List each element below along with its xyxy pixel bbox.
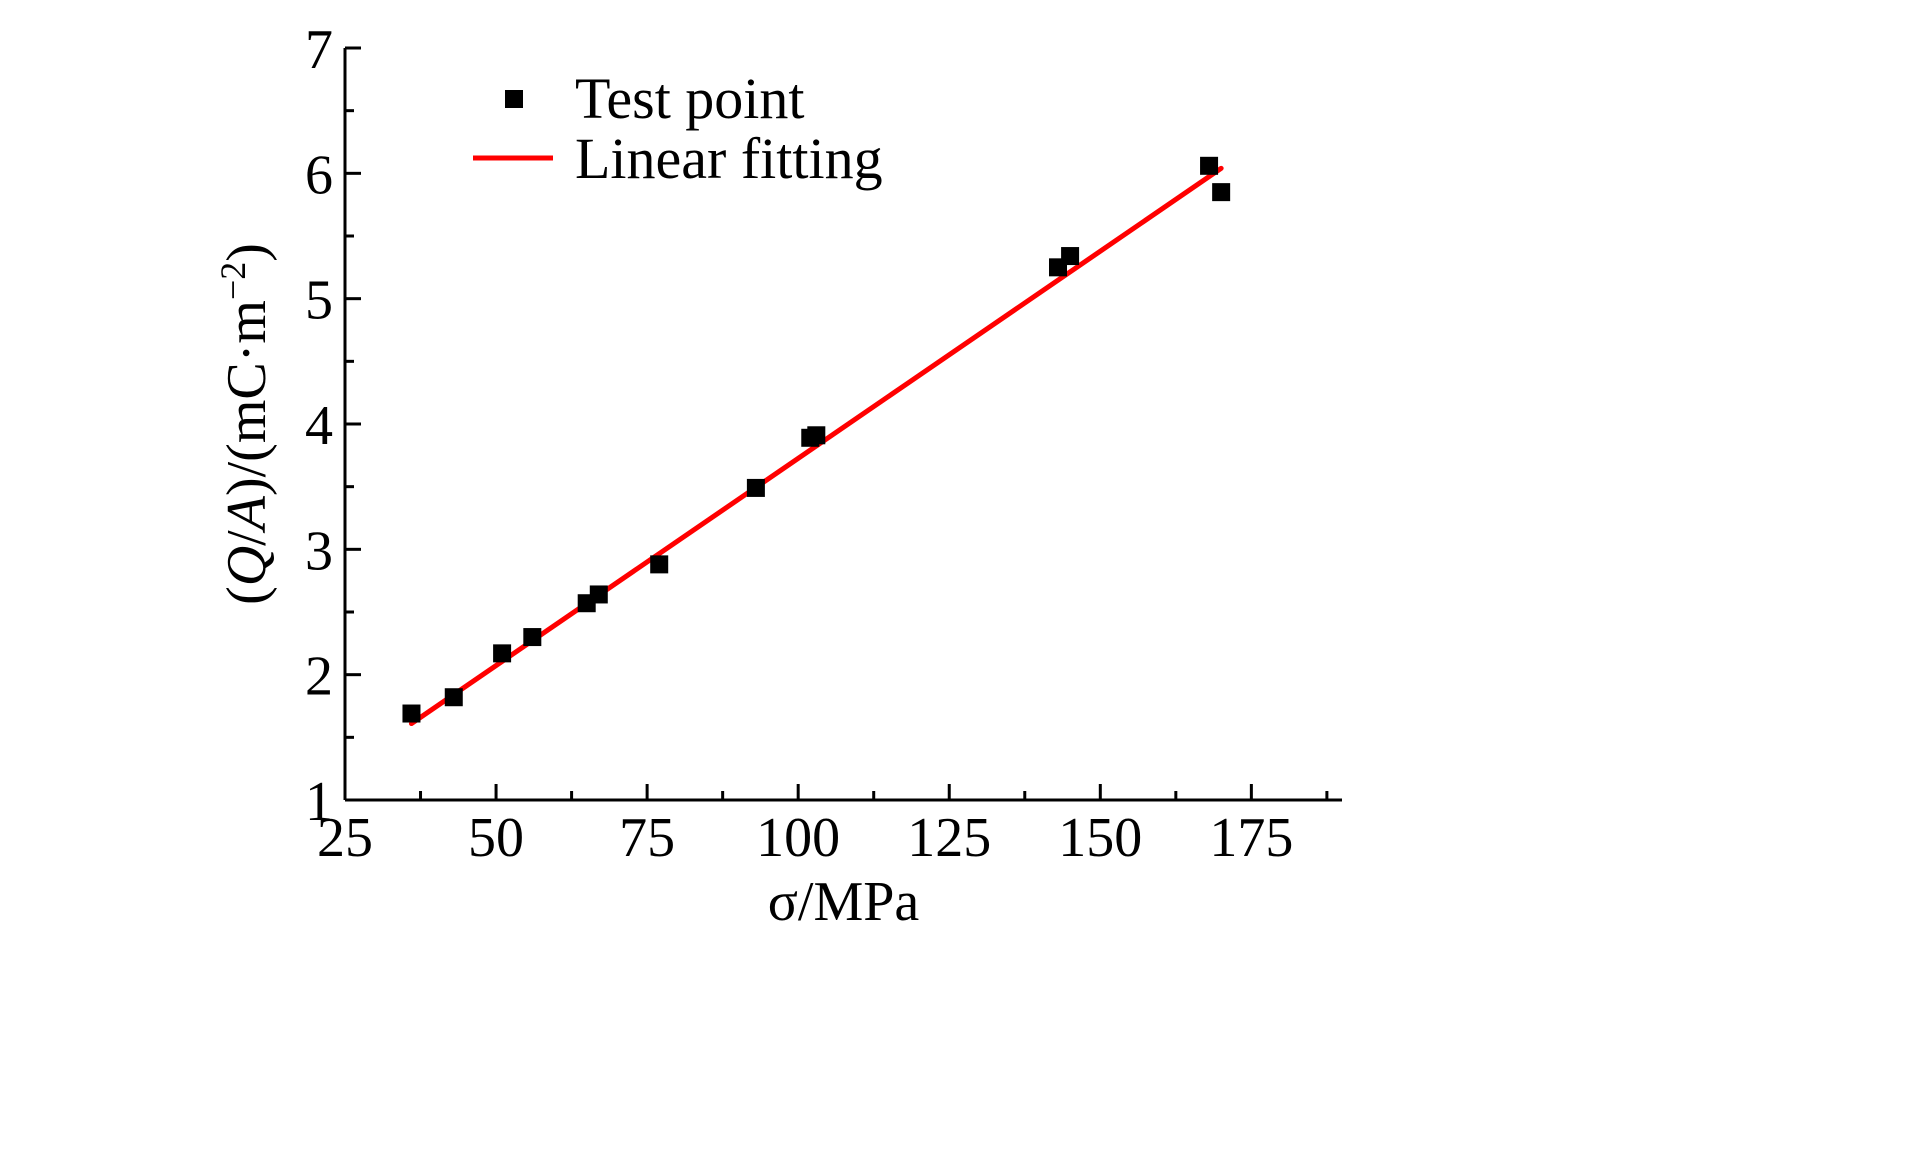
x-tick-label: 100 xyxy=(756,807,840,869)
y-tick-label: 6 xyxy=(305,144,333,206)
x-tick-label: 50 xyxy=(468,807,524,869)
x-ticks: 25 50 75 100 125 150 175 xyxy=(317,784,1329,869)
y-ticks: 1 2 3 4 5 6 7 xyxy=(305,19,361,833)
x-tick-label: 175 xyxy=(1209,807,1293,869)
legend-label-test-point: Test point xyxy=(575,66,805,131)
y-label-a: A xyxy=(216,495,278,534)
x-tick-label: 150 xyxy=(1058,807,1142,869)
test-point xyxy=(402,704,421,723)
y-label-part: )/(mC·m xyxy=(216,300,278,496)
legend: Test point Linear fitting xyxy=(473,66,883,191)
x-tick-label: 25 xyxy=(317,807,373,869)
test-point xyxy=(1212,183,1231,202)
x-tick-label: 75 xyxy=(619,807,675,869)
y-axis-label: (Q/A)/(mC·m−2) xyxy=(213,243,278,605)
y-tick-label: 2 xyxy=(305,646,333,708)
test-point xyxy=(650,555,669,574)
y-label-q: Q xyxy=(216,546,278,586)
axes: 25 50 75 100 125 150 175 1 2 3 4 5 6 7 xyxy=(305,19,1342,869)
test-point xyxy=(589,585,608,604)
y-tick-label: 5 xyxy=(305,270,333,332)
y-label-part: / xyxy=(216,530,278,546)
test-points-layer xyxy=(402,156,1231,723)
test-point xyxy=(746,478,765,497)
y-label-part: ( xyxy=(216,586,278,605)
test-point xyxy=(807,426,826,445)
test-point xyxy=(493,644,512,663)
y-label-superscript: −2 xyxy=(213,262,253,300)
x-axis-label: σ/MPa xyxy=(768,871,920,933)
legend-marker-test-point xyxy=(505,90,523,108)
y-tick-label: 7 xyxy=(305,19,333,81)
legend-label-linear-fitting: Linear fitting xyxy=(575,126,883,191)
y-tick-label: 1 xyxy=(305,771,333,833)
test-point xyxy=(444,688,463,707)
y-tick-label: 3 xyxy=(305,520,333,582)
test-point xyxy=(523,628,542,647)
y-tick-label: 4 xyxy=(305,395,333,457)
test-point xyxy=(1200,156,1219,175)
y-label-part: ) xyxy=(216,243,278,262)
x-tick-label: 125 xyxy=(907,807,991,869)
test-point xyxy=(1061,247,1080,266)
